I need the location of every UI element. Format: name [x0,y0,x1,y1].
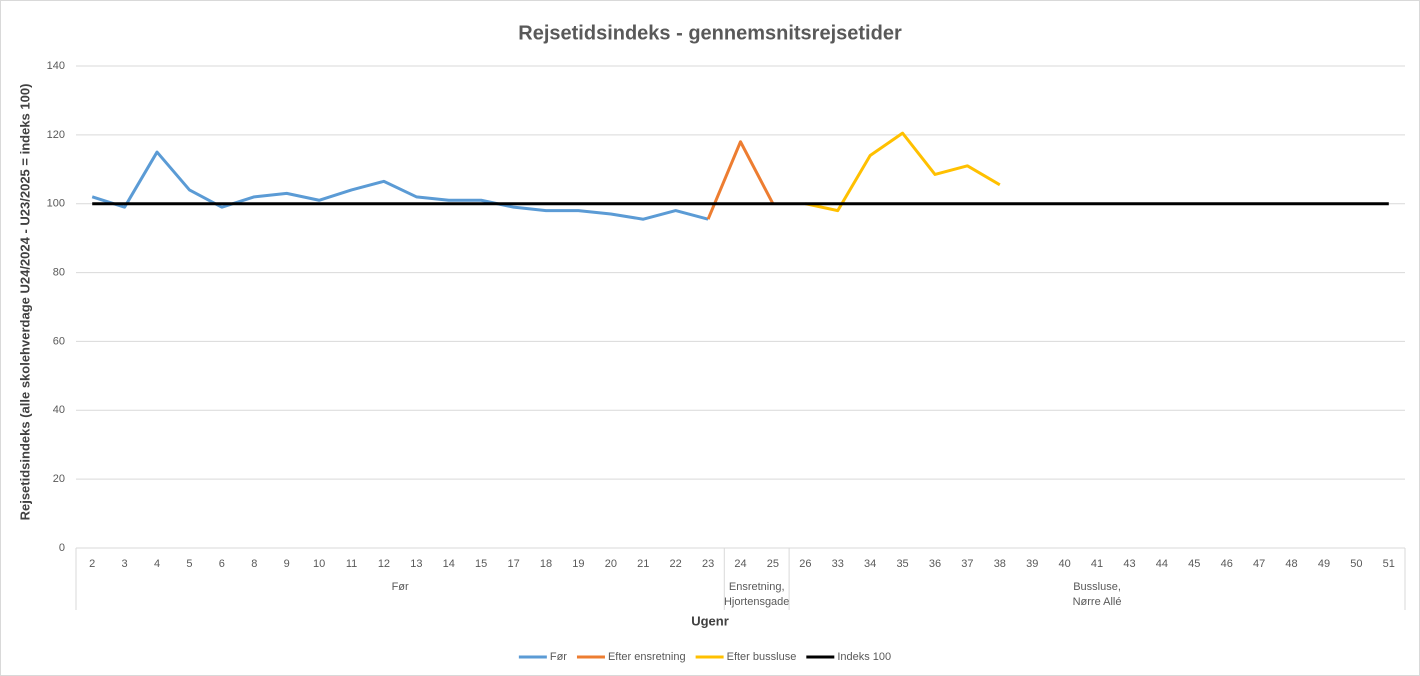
x-tick-label: 20 [605,558,617,570]
y-tick-label: 80 [53,266,65,278]
x-tick-label: 6 [219,558,225,570]
group-label: Ensretning, [729,581,785,593]
x-tick-label: 35 [896,558,908,570]
legend-label: Indeks 100 [837,651,891,663]
y-tick-label: 40 [53,404,65,416]
series-line [706,140,775,220]
x-tick-label: 12 [378,558,390,570]
x-tick-label: 8 [251,558,257,570]
y-tick-label: 0 [59,542,65,554]
x-tick-label: 36 [929,558,941,570]
x-tick-label: 24 [734,558,746,570]
x-tick-label: 23 [702,558,714,570]
x-tick-label: 48 [1285,558,1297,570]
x-tick-label: 15 [475,558,487,570]
x-tick-label: 10 [313,558,325,570]
y-tick-label: 140 [47,60,65,72]
x-tick-label: 43 [1123,558,1135,570]
x-tick-label: 40 [1059,558,1071,570]
x-tick-label: 25 [767,558,779,570]
x-tick-label: 2 [89,558,95,570]
x-tick-label: 11 [346,558,357,570]
x-tick-label: 37 [961,558,973,570]
x-tick-label: 17 [507,558,519,570]
x-tick-label: 50 [1350,558,1362,570]
x-tick-label: 47 [1253,558,1265,570]
x-tick-label: 22 [670,558,682,570]
y-tick-label: 100 [47,198,65,210]
x-tick-label: 14 [443,558,455,570]
x-tick-label: 46 [1221,558,1233,570]
x-tick-label: 38 [994,558,1006,570]
legend-label: Før [550,651,567,663]
group-label: Bussluse, [1073,581,1121,593]
x-tick-label: 26 [799,558,811,570]
x-tick-label: 13 [410,558,422,570]
legend-label: Efter ensretning [608,651,686,663]
legend-label: Efter bussluse [727,651,797,663]
x-axis-title: Ugenr [691,613,729,628]
x-tick-label: 39 [1026,558,1038,570]
x-tick-label: 3 [122,558,128,570]
x-tick-label: 34 [864,558,876,570]
x-tick-label: 18 [540,558,552,570]
x-tick-label: 41 [1091,558,1103,570]
x-tick-label: 33 [832,558,844,570]
x-tick-label: 19 [572,558,584,570]
series-line [91,150,709,221]
chart-title: Rejsetidsindeks - gennemsnitsrejsetider [518,22,902,44]
y-tick-label: 120 [47,129,65,141]
group-label: Nørre Allé [1073,596,1122,608]
x-tick-label: 45 [1188,558,1200,570]
x-tick-label: 44 [1156,558,1168,570]
x-tick-label: 21 [637,558,649,570]
group-label: Før [392,581,409,593]
y-axis-title: Rejsetidsindeks (alle skolehverdage U24/… [17,84,32,521]
series-line [805,131,1001,213]
x-tick-label: 49 [1318,558,1330,570]
x-tick-label: 4 [154,558,160,570]
y-tick-label: 60 [53,335,65,347]
x-tick-label: 51 [1383,558,1395,570]
y-tick-label: 20 [53,473,65,485]
x-tick-label: 5 [186,558,192,570]
group-label: Hjortensgade [724,596,789,608]
x-tick-label: 9 [284,558,290,570]
